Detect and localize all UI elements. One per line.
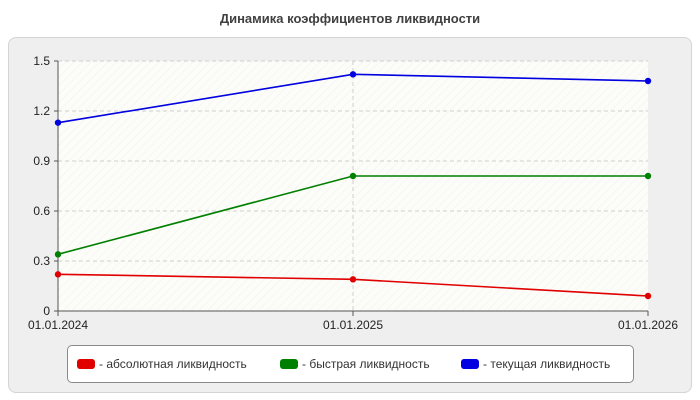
- series-2-point: [349, 71, 357, 78]
- y-tick-label: 1.5: [33, 54, 50, 68]
- y-tick-label: 0: [43, 304, 50, 318]
- series-2-point: [54, 119, 62, 126]
- grid-lines: [58, 60, 648, 311]
- legend-swatch-quick: [280, 359, 298, 369]
- y-tick-label: 1.2: [33, 104, 50, 118]
- series-lines: [54, 71, 652, 300]
- y-tick-label: 0.9: [33, 154, 50, 168]
- legend-swatch-current: [461, 359, 479, 369]
- x-tick-label: 01.01.2024: [28, 318, 88, 332]
- legend-label-current: - текущая ликвидность: [483, 357, 611, 371]
- x-tick-label: 01.01.2026: [618, 318, 678, 332]
- legend-item-current: - текущая ликвидность: [461, 346, 610, 382]
- y-tick-label: 0.6: [33, 204, 50, 218]
- series-0-point: [54, 271, 62, 278]
- series-1-point: [54, 251, 62, 258]
- legend-swatch-absolute: [77, 359, 95, 369]
- chart-title: Динамика коэффициентов ликвидности: [219, 11, 481, 26]
- series-1-point: [644, 172, 652, 180]
- legend: - абсолютная ликвидность - быстрая ликви…: [67, 345, 634, 383]
- legend-label-absolute: - абсолютная ликвидность: [99, 357, 247, 371]
- legend-item-quick: - быстрая ликвидность: [280, 346, 430, 382]
- axes: 0 0.3 0.6 0.9 1.2 1.5 01.01.2024 01.01.2025 01.0…: [28, 54, 678, 332]
- y-tick-label: 0.3: [33, 254, 50, 268]
- series-2-point: [644, 77, 652, 85]
- legend-item-absolute: - абсолютная ликвидность: [77, 346, 247, 382]
- x-tick-label: 01.01.2025: [323, 318, 383, 332]
- series-0-point: [644, 292, 652, 300]
- series-0-point: [349, 276, 357, 283]
- series-1-point: [349, 172, 357, 180]
- plot-area-hatch: [58, 61, 648, 311]
- legend-label-quick: - быстрая ликвидность: [302, 357, 430, 371]
